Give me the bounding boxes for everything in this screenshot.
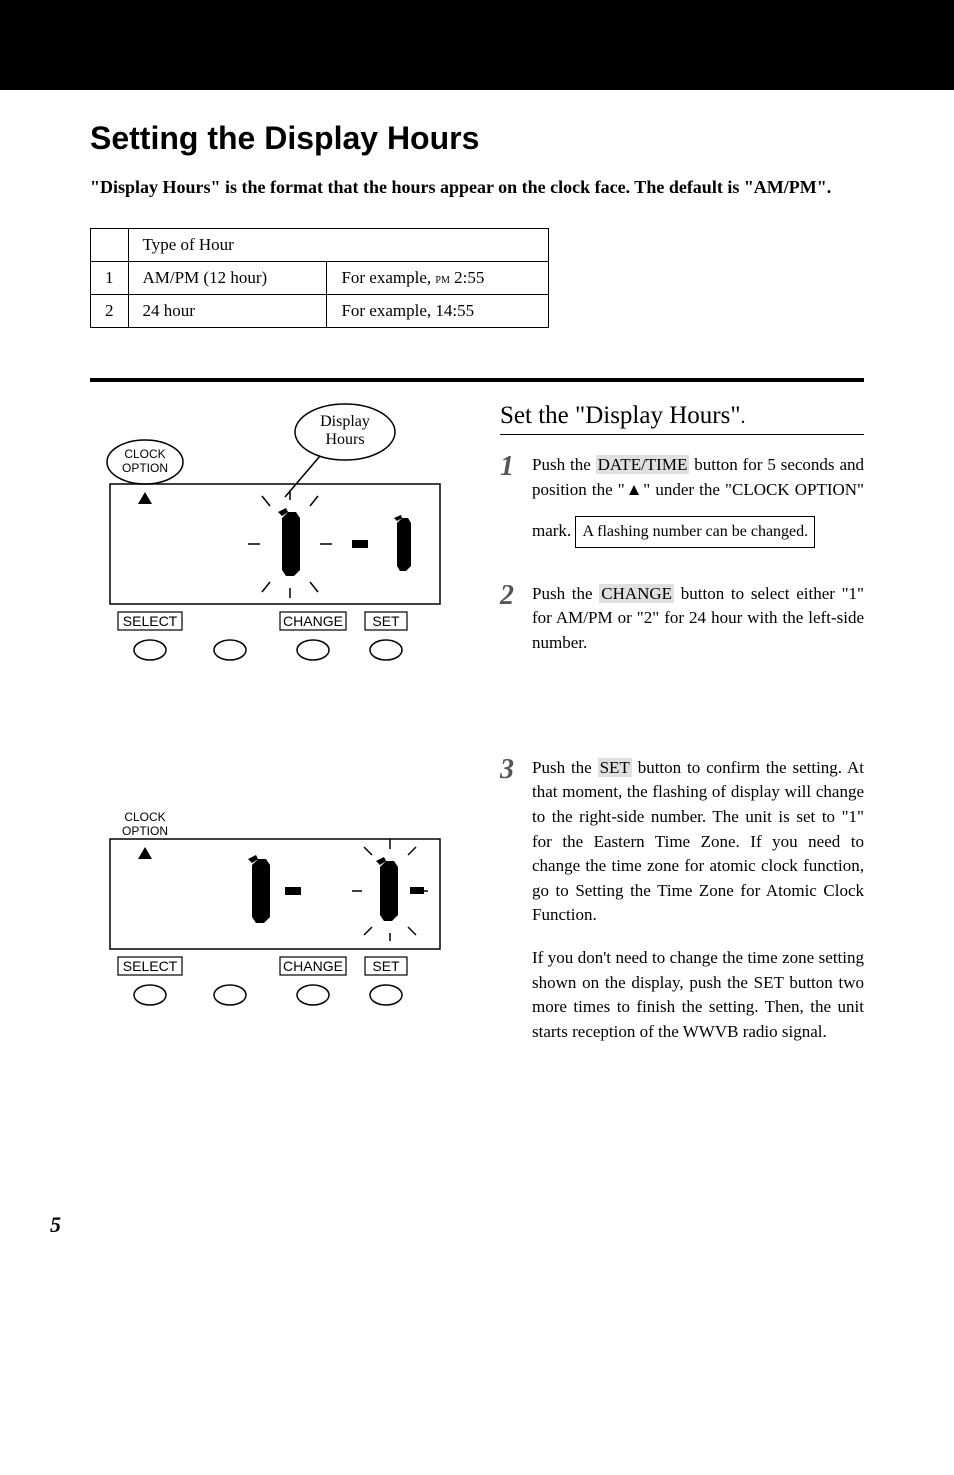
hours-table: Type of Hour 1 AM/PM (12 hour) For examp…: [90, 228, 549, 328]
table-header: Type of Hour: [128, 229, 548, 262]
page-number: 5: [50, 1212, 954, 1238]
left-column: Display Hours CLOCK OPTION: [90, 402, 460, 1092]
clock-option-label: OPTION: [122, 461, 168, 475]
set-label: SET: [372, 613, 400, 629]
section-divider: [90, 378, 864, 382]
set-button-label: SET: [598, 758, 632, 777]
page-title: Setting the Display Hours: [90, 120, 864, 157]
table-cell: For example, 14:55: [327, 295, 548, 328]
note-box: A flashing number can be changed.: [575, 516, 815, 547]
change-label: CHANGE: [283, 613, 343, 629]
table-cell: 1: [91, 262, 129, 295]
select-label: SELECT: [123, 958, 178, 974]
clock-diagram-2: CLOCK OPTION: [90, 807, 460, 1027]
page-content: Setting the Display Hours "Display Hours…: [0, 90, 954, 1132]
text: Push the: [532, 758, 598, 777]
text: For example,: [341, 268, 435, 287]
header-black-bar: [0, 0, 954, 90]
callout-text: Display: [320, 413, 370, 430]
text: Push the: [532, 455, 596, 474]
step-number: 2: [500, 582, 524, 656]
step-2: 2 Push the CHANGE button to select eithe…: [500, 582, 864, 656]
select-label: SELECT: [123, 613, 178, 629]
right-column: Set the "Display Hours". 1 Push the DATE…: [500, 402, 864, 1092]
step-number: 1: [500, 453, 524, 547]
clock-option-label: CLOCK: [124, 810, 165, 824]
clock-option-label: CLOCK: [124, 447, 165, 461]
step-body: Push the CHANGE button to select either …: [532, 582, 864, 656]
table-cell: [91, 229, 129, 262]
clock-diagram-1: Display Hours CLOCK OPTION: [90, 402, 460, 682]
table-cell: 2: [91, 295, 129, 328]
change-label: CHANGE: [283, 958, 343, 974]
text: button to confirm the setting. At that m…: [532, 758, 864, 925]
table-row: 1 AM/PM (12 hour) For example, pm 2:55: [91, 262, 549, 295]
intro-text: "Display Hours" is the format that the h…: [90, 175, 864, 200]
step-1: 1 Push the DATE/TIME button for 5 second…: [500, 453, 864, 547]
step-body: Push the DATE/TIME button for 5 seconds …: [532, 453, 864, 547]
text: Set the "Display Hours": [500, 402, 741, 429]
text: If you don't need to change the time zon…: [532, 946, 864, 1045]
set-label: SET: [372, 958, 400, 974]
step-3: 3 Push the SET button to confirm the set…: [500, 756, 864, 1045]
text: pm: [435, 272, 449, 287]
callout-text: Hours: [325, 431, 364, 448]
clock-option-label: OPTION: [122, 824, 168, 838]
text: Push the: [532, 584, 599, 603]
table-cell: For example, pm 2:55: [327, 262, 548, 295]
date-time-button-label: DATE/TIME: [596, 455, 690, 474]
table-row: 2 24 hour For example, 14:55: [91, 295, 549, 328]
two-column-layout: Display Hours CLOCK OPTION: [90, 402, 864, 1092]
table-row: Type of Hour: [91, 229, 549, 262]
table-cell: AM/PM (12 hour): [128, 262, 327, 295]
step-number: 3: [500, 756, 524, 1045]
subheading: Set the "Display Hours".: [500, 402, 864, 435]
text: 2:55: [450, 268, 484, 287]
table-cell: 24 hour: [128, 295, 327, 328]
text: For example, 14:55: [341, 301, 474, 320]
change-button-label: CHANGE: [599, 584, 674, 603]
step-body: Push the SET button to confirm the setti…: [532, 756, 864, 1045]
